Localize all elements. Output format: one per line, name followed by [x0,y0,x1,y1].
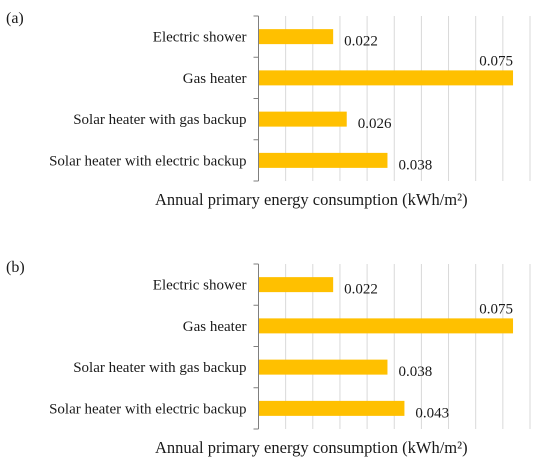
category-label: Solar heater with electric backup [49,153,246,169]
category-label: Electric shower [153,278,247,294]
category-label: Gas heater [183,319,247,335]
data-label: 0.043 [415,405,449,421]
panel-label: (a) [6,10,24,27]
data-label: 0.038 [398,364,432,380]
category-label: Solar heater with electric backup [49,401,246,417]
bar [259,152,388,168]
chart-panel-b: (b) Electric shower 0.022 Gas heater 0.075 So… [6,259,531,457]
bar [259,111,347,127]
bar [259,70,514,86]
bar [259,277,334,293]
bar [259,359,388,375]
x-axis-title: Annual primary energy consumption (kWh/m… [155,190,468,209]
data-label: 0.075 [479,301,513,317]
bar [259,400,405,416]
category-label: Solar heater with gas backup [73,112,246,128]
data-label: 0.075 [479,53,513,69]
x-axis-title: Annual primary energy consumption (kWh/m… [155,438,468,457]
category-label: Electric shower [153,30,247,46]
data-label: 0.038 [398,157,432,173]
bar [259,29,334,45]
data-label: 0.022 [344,34,378,50]
chart-panel-a: (a) Electric shower 0.022 Gas heater 0.075 So… [6,10,531,209]
category-label: Gas heater [183,71,247,87]
bar [259,318,514,334]
panel-label: (b) [6,259,25,276]
data-label: 0.026 [358,116,392,132]
data-label: 0.022 [344,282,378,298]
category-label: Solar heater with gas backup [73,360,246,376]
